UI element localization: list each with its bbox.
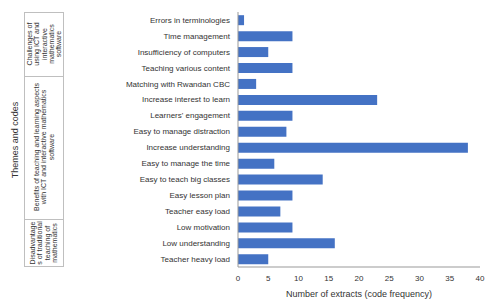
svg-text:15: 15	[324, 274, 333, 283]
html-text:Benefits of teaching and learn: Benefits of teaching and learning aspect…	[33, 83, 55, 212]
svg-text:20: 20	[355, 274, 364, 283]
svg-text:Increase interest to learn: Increase interest to learn	[142, 95, 230, 104]
svg-text:Teacher heavy load: Teacher heavy load	[161, 255, 230, 264]
svg-text:Teaching various content: Teaching various content	[142, 64, 231, 73]
svg-text:Easy lesson plan: Easy lesson plan	[170, 191, 230, 200]
svg-text:25: 25	[385, 274, 394, 283]
svg-text:Increase understanding: Increase understanding	[146, 143, 230, 152]
svg-text:Errors in terminologies: Errors in terminologies	[150, 16, 230, 25]
svg-text:Easy to manage distraction: Easy to manage distraction	[134, 127, 231, 136]
svg-text:Number of extracts (code frequ: Number of extracts (code frequency)	[286, 289, 432, 299]
svg-text:5: 5	[266, 274, 271, 283]
svg-text:0: 0	[236, 274, 241, 283]
svg-text:10: 10	[294, 274, 303, 283]
svg-text:Insufficiency of computers: Insufficiency of computers	[138, 48, 230, 57]
svg-text:Teacher easy load: Teacher easy load	[165, 207, 230, 216]
svg-text:Matching with Rwandan CBC: Matching with Rwandan CBC	[126, 80, 230, 89]
html-text:Disadvantages of traditional t: Disadvantages of traditional teaching of…	[29, 221, 59, 265]
svg-text:Easy to teach big classes: Easy to teach big classes	[140, 175, 230, 184]
html-text:Themes and codes: Themes and codes	[10, 101, 20, 178]
svg-text:Time management: Time management	[164, 32, 231, 41]
svg-text:40: 40	[476, 274, 485, 283]
html-text:Challenges of using ICT and in: Challenges of using ICT and interactive …	[25, 22, 62, 66]
svg-text:Easy to manage the time: Easy to manage the time	[142, 159, 231, 168]
svg-text:35: 35	[445, 274, 454, 283]
svg-text:Learners' engagement: Learners' engagement	[150, 111, 231, 120]
svg-text:Low motivation: Low motivation	[177, 223, 230, 232]
svg-text:30: 30	[415, 274, 424, 283]
svg-text:Low understanding: Low understanding	[162, 239, 230, 248]
